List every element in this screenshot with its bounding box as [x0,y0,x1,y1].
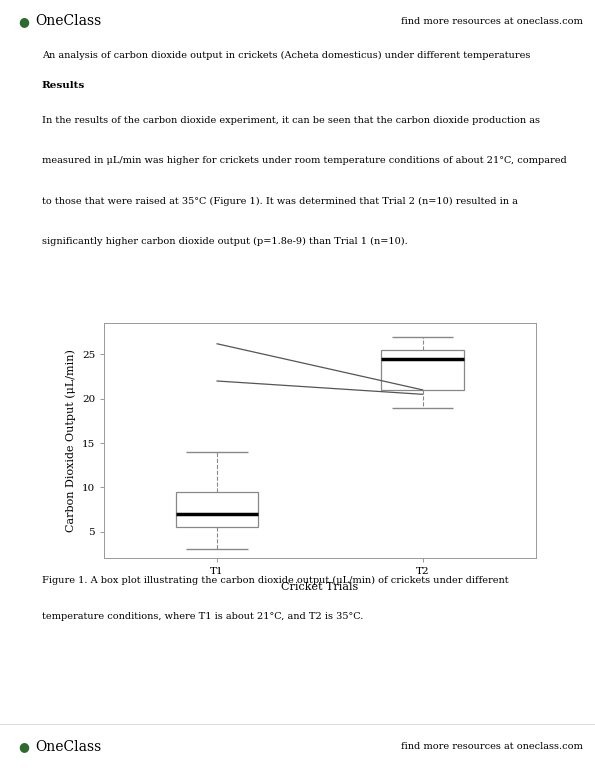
Text: OneClass: OneClass [36,740,102,754]
Text: An analysis of carbon dioxide output in crickets (Acheta domesticus) under diffe: An analysis of carbon dioxide output in … [42,52,530,60]
Text: OneClass: OneClass [36,14,102,28]
Text: measured in μL/min was higher for crickets under room temperature conditions of : measured in μL/min was higher for cricke… [42,156,566,166]
Y-axis label: Carbon Dioxide Output (μL/min): Carbon Dioxide Output (μL/min) [65,350,76,532]
Bar [176,492,258,527]
Text: Figure 1. A box plot illustrating the carbon dioxide output (μL/min) of crickets: Figure 1. A box plot illustrating the ca… [42,576,508,584]
Bar [381,350,464,390]
Text: ●: ● [18,741,29,753]
Text: Results: Results [42,81,85,90]
Text: In the results of the carbon dioxide experiment, it can be seen that the carbon : In the results of the carbon dioxide exp… [42,116,540,126]
Text: find more resources at oneclass.com: find more resources at oneclass.com [401,742,583,752]
Text: to those that were raised at 35°C (Figure 1). It was determined that Trial 2 (n=: to those that were raised at 35°C (Figur… [42,196,518,206]
Text: temperature conditions, where T1 is about 21°C, and T2 is 35°C.: temperature conditions, where T1 is abou… [42,612,363,621]
Text: ●: ● [18,15,29,28]
Text: find more resources at oneclass.com: find more resources at oneclass.com [401,17,583,25]
X-axis label: Cricket Trials: Cricket Trials [281,582,358,592]
Text: significantly higher carbon dioxide output (p=1.8e-9) than Trial 1 (n=10).: significantly higher carbon dioxide outp… [42,236,408,246]
